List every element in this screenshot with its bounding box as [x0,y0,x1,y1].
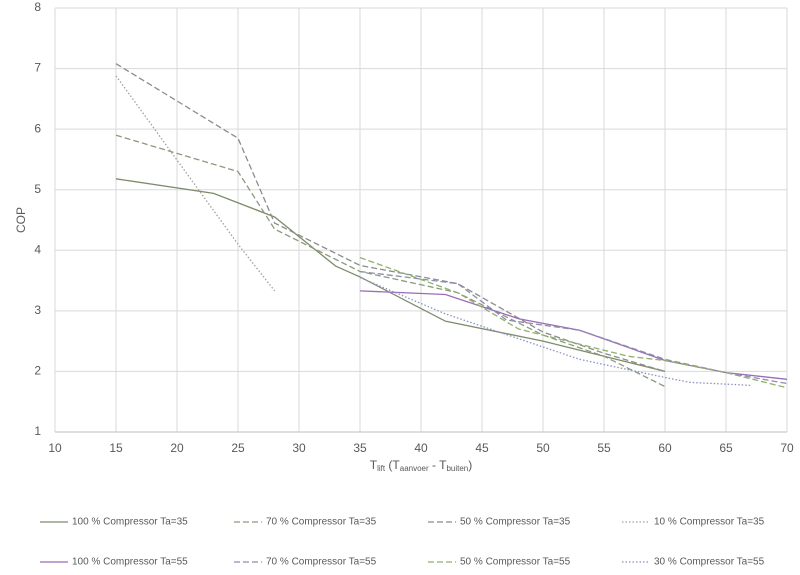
x-tick-label: 65 [719,441,733,455]
y-tick-label: 7 [34,61,41,75]
y-axis-label: COP [14,207,28,233]
x-tick-label: 25 [231,441,245,455]
x-tick-label: 70 [780,441,794,455]
x-tick-label: 50 [536,441,550,455]
x-tick-label: 55 [597,441,611,455]
x-axis-label-part: aanvoer [400,464,429,473]
legend-label: 10 % Compressor Ta=35 [654,517,765,528]
legend-label: 50 % Compressor Ta=35 [460,517,571,528]
x-tick-label: 15 [109,441,123,455]
x-axis-label-part: (T [385,458,400,472]
x-tick-label: 30 [292,441,306,455]
x-tick-label: 20 [170,441,184,455]
legend-label: 70 % Compressor Ta=55 [266,557,377,568]
legend-label: 100 % Compressor Ta=55 [72,557,188,568]
legend-label: 100 % Compressor Ta=35 [72,517,188,528]
series-line [115,63,666,373]
y-tick-label: 1 [34,424,41,438]
series-line [115,134,666,388]
x-tick-label: 35 [353,441,367,455]
x-axis-label-part: buiten [446,464,468,473]
y-tick-label: 8 [34,0,41,14]
x-axis-label-part: - T [429,458,447,472]
legend-label: 70 % Compressor Ta=35 [266,517,377,528]
x-tick-label: 45 [475,441,489,455]
x-axis-label-part: T [370,458,378,472]
series-line [359,256,788,389]
y-tick-label: 6 [34,121,41,135]
y-tick-label: 2 [34,364,41,378]
series-line [115,75,276,292]
x-tick-label: 10 [48,441,62,455]
legend: 100 % Compressor Ta=35 70 % Compressor Ta… [40,517,765,568]
x-axis-label-part: lift [377,464,386,473]
x-tick-label: 60 [658,441,672,455]
series-line [359,270,788,385]
series-line [359,290,788,380]
y-tick-label: 4 [34,242,41,256]
series-line [359,276,751,387]
y-tick-label: 5 [34,182,41,196]
legend-label: 50 % Compressor Ta=55 [460,557,571,568]
legend-label: 30 % Compressor Ta=55 [654,557,765,568]
series-line [115,178,666,373]
x-axis-label: Tlift (Taanvoer - Tbuiten) [370,458,473,473]
x-axis-label-part: ) [468,458,472,472]
x-tick-label: 40 [414,441,428,455]
y-tick-label: 3 [34,303,41,317]
